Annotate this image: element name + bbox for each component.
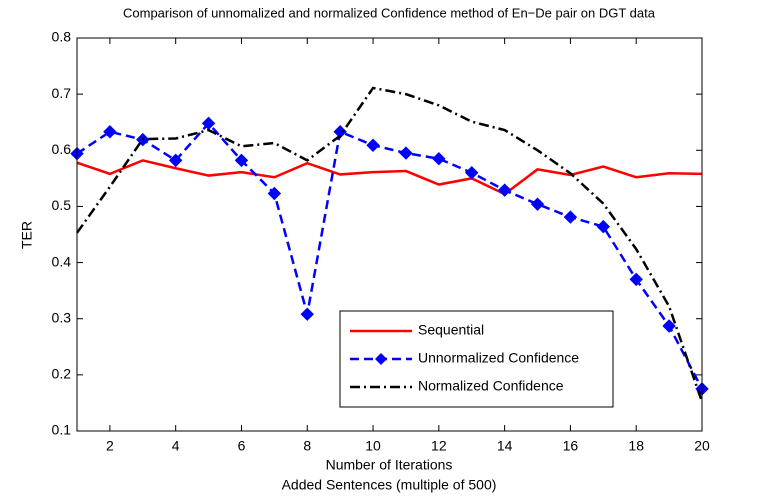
legend-label: Unnormalized Confidence bbox=[418, 350, 579, 366]
legend-label: Normalized Confidence bbox=[418, 378, 564, 394]
series-line bbox=[76, 121, 704, 390]
data-point bbox=[399, 146, 413, 160]
legend-label: Sequential bbox=[418, 322, 484, 338]
x-tick-label: 18 bbox=[628, 438, 644, 454]
data-point bbox=[497, 183, 512, 197]
y-tick-label: 0.6 bbox=[52, 141, 72, 157]
data-point bbox=[563, 210, 578, 224]
x-tick-label: 2 bbox=[106, 438, 114, 454]
data-point bbox=[267, 186, 282, 201]
x-tick-label: 12 bbox=[431, 438, 447, 454]
data-point bbox=[300, 307, 314, 321]
data-point bbox=[168, 153, 183, 168]
y-tick-label: 0.1 bbox=[52, 422, 72, 438]
data-point bbox=[662, 319, 676, 333]
x-tick-label: 16 bbox=[563, 438, 579, 454]
y-tick-label: 0.2 bbox=[52, 366, 72, 382]
x-axis-label: Added Sentences (multiple of 500) bbox=[282, 477, 497, 493]
data-point bbox=[366, 138, 380, 152]
chart-title: Comparison of unnomalized and normalized… bbox=[123, 5, 656, 20]
data-point bbox=[234, 153, 249, 168]
data-point bbox=[432, 151, 446, 166]
y-tick-label: 0.7 bbox=[52, 85, 72, 101]
x-tick-label: 10 bbox=[365, 438, 381, 454]
y-tick-label: 0.3 bbox=[52, 309, 72, 325]
x-axis-label: Number of Iterations bbox=[326, 457, 453, 473]
data-point bbox=[596, 219, 611, 234]
y-tick-label: 0.8 bbox=[52, 29, 72, 45]
data-point bbox=[465, 166, 479, 180]
x-tick-label: 14 bbox=[497, 438, 513, 454]
data-point bbox=[103, 125, 117, 139]
plot-frame bbox=[76, 37, 703, 432]
x-tick-label: 20 bbox=[694, 438, 710, 454]
legend-marker bbox=[375, 353, 387, 365]
y-tick-label: 0.4 bbox=[52, 253, 72, 269]
data-point bbox=[333, 125, 347, 139]
data-point bbox=[629, 272, 643, 287]
data-point bbox=[530, 197, 545, 211]
x-tick-label: 4 bbox=[172, 438, 180, 454]
x-tick-label: 6 bbox=[238, 438, 246, 454]
series-line bbox=[76, 159, 703, 196]
x-tick-label: 8 bbox=[303, 438, 311, 454]
series-line bbox=[75, 86, 704, 403]
y-axis-label: TER bbox=[19, 221, 35, 249]
y-tick-label: 0.5 bbox=[52, 197, 72, 213]
